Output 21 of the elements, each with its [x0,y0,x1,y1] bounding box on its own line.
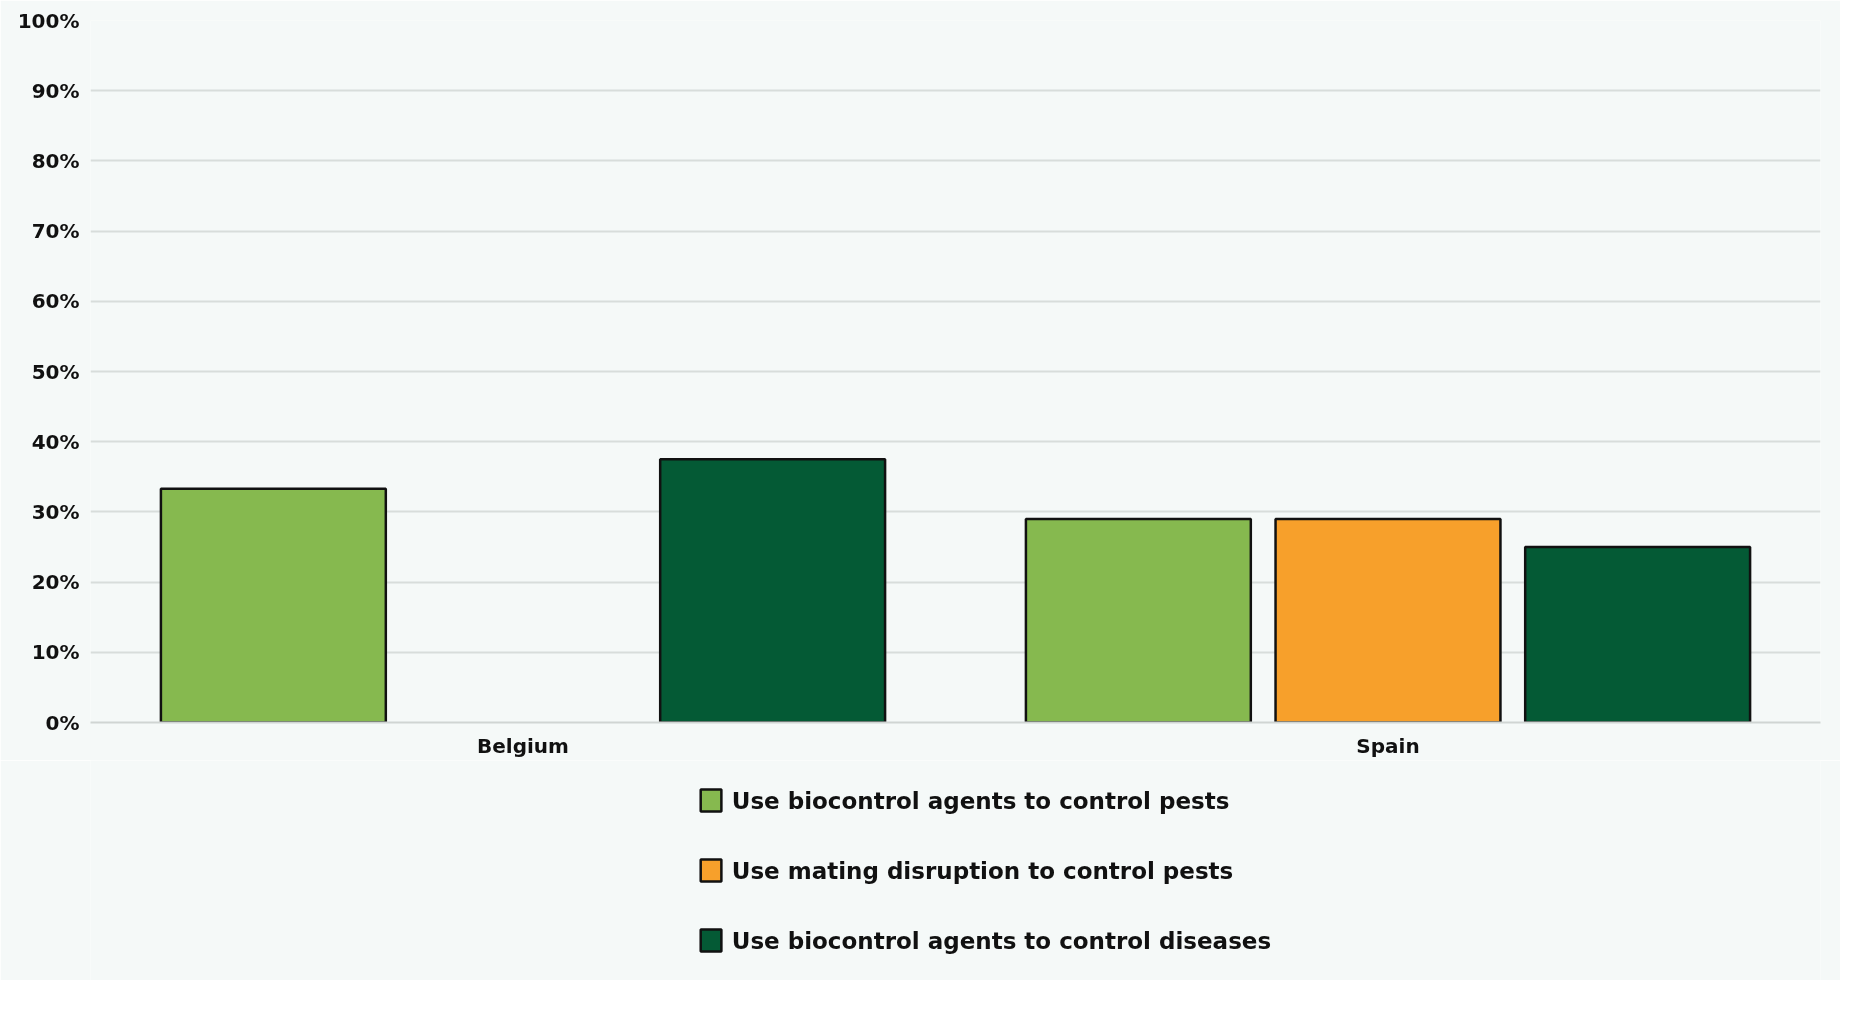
x-tick-label: Belgium [477,733,569,758]
legend-label: Use biocontrol agents to control diseases [731,927,1272,954]
legend-label: Use mating disruption to control pests [731,857,1234,884]
y-tick-label: 100% [17,8,80,33]
bar [1024,517,1253,723]
y-tick-label: 60% [31,289,80,314]
y-tick-label: 40% [31,429,80,454]
y-tick-label: 50% [31,359,80,384]
y-tick-label: 80% [31,148,80,173]
bar [1274,517,1502,723]
x-tick-label: Spain [1356,733,1420,758]
y-tick-label: 30% [31,499,80,524]
legend-label: Use biocontrol agents to control pests [731,787,1230,814]
y-tick-label: 0% [45,710,80,735]
bar [159,487,388,723]
y-tick-label: 20% [31,570,80,595]
y-tick-label: 90% [31,78,80,103]
bar [658,458,887,723]
y-tick-label: 70% [31,219,80,244]
bar [1523,545,1752,723]
y-tick-label: 10% [31,640,80,665]
